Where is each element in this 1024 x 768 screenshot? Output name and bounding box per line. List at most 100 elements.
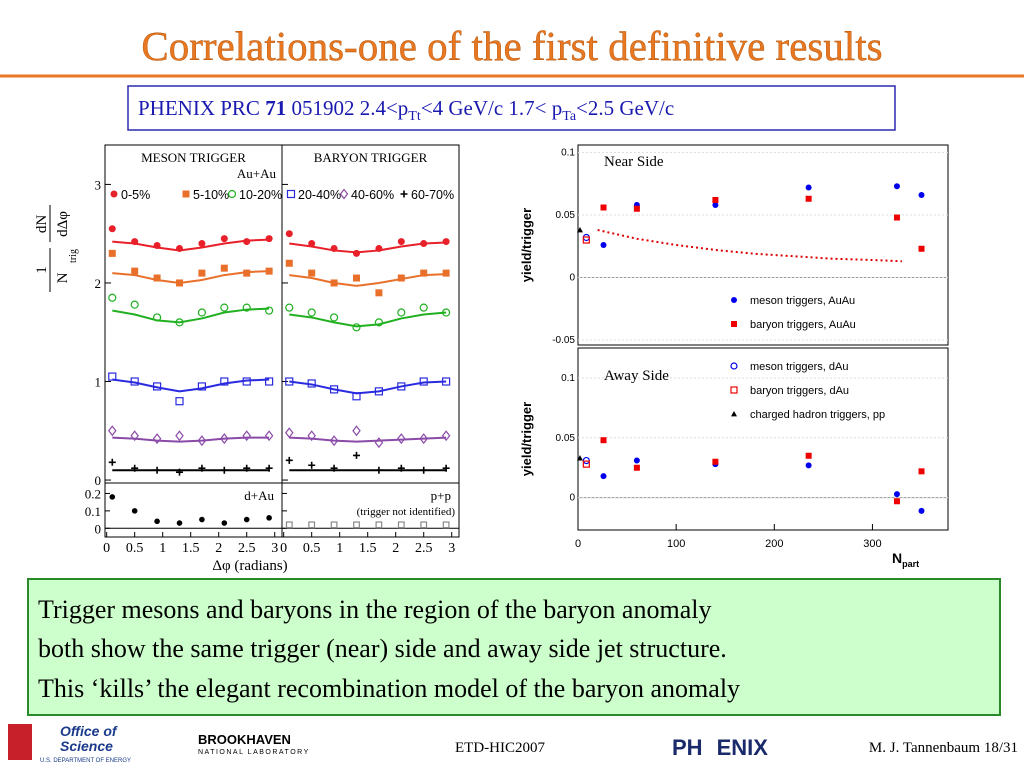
logo-mark <box>8 724 32 760</box>
point <box>576 227 583 233</box>
y-tick-label: -0.05 <box>552 335 575 346</box>
x-tick-label: 100 <box>667 538 685 550</box>
y-tick-label: 0.05 <box>556 433 576 444</box>
x-tick-label: 1 <box>336 541 343 556</box>
point <box>442 269 450 277</box>
legend-marker <box>730 386 738 394</box>
point <box>265 377 274 386</box>
point <box>285 377 294 386</box>
point <box>374 318 384 327</box>
y-tick-label: 0.1 <box>85 504 101 519</box>
y-tick-label: 0.05 <box>556 210 576 221</box>
point <box>242 303 251 312</box>
panel-title: d+Au <box>244 488 274 503</box>
panel-title: p+p <box>431 488 451 503</box>
point <box>266 515 272 521</box>
point <box>805 462 812 469</box>
y-tick-label: 2 <box>95 276 102 291</box>
body-line: Trigger mesons and baryons in the region… <box>38 595 711 624</box>
x-tick-label: 3 <box>271 541 278 556</box>
cite-sub: Ta <box>562 109 577 124</box>
conference: ETD-HIC2007 <box>455 740 545 756</box>
body-line: both show the same trigger (near) side a… <box>38 634 727 663</box>
fit-curve <box>112 307 270 324</box>
point <box>893 183 900 190</box>
x-label-part: N <box>892 550 902 566</box>
x-tick-label: 2 <box>215 541 222 556</box>
point <box>442 464 450 472</box>
citation-box <box>127 85 896 131</box>
point <box>197 435 207 447</box>
legend-label: 5-10% <box>193 188 229 202</box>
x-label: Npart <box>892 550 919 569</box>
legend-label: 0-5% <box>121 188 150 202</box>
x-tick-label: 2.5 <box>238 541 256 556</box>
point <box>242 377 251 386</box>
cite-sub: Tt <box>408 109 421 124</box>
legend-label: 40-60% <box>351 188 394 202</box>
x-tick-label: 1.5 <box>182 541 200 556</box>
point <box>176 520 183 526</box>
legend-marker <box>227 189 237 199</box>
logo-text: PH ENIX <box>672 735 768 760</box>
point <box>633 457 640 464</box>
point <box>109 494 116 500</box>
point <box>307 430 316 442</box>
point <box>197 382 207 391</box>
logo-text: Science <box>60 738 113 754</box>
point <box>352 451 360 459</box>
point <box>893 214 900 221</box>
x-tick-label: 1.5 <box>359 541 377 556</box>
x-tick-label: 300 <box>863 538 881 550</box>
y-tick-label: 0.2 <box>85 486 101 501</box>
x-tick-label: 0 <box>575 538 581 550</box>
legend-label: 10-20% <box>239 188 282 202</box>
point <box>152 382 162 391</box>
point <box>375 244 383 252</box>
point <box>154 518 160 525</box>
legend-marker <box>339 188 349 200</box>
point <box>175 318 184 327</box>
point <box>108 293 117 302</box>
fit-curve <box>112 436 270 443</box>
body-box <box>27 578 1001 716</box>
legend-label: baryon triggers, dAu <box>750 385 849 397</box>
point <box>330 279 338 287</box>
point <box>220 377 229 386</box>
logo-text: Office of <box>60 723 118 739</box>
point <box>265 464 273 472</box>
point <box>442 308 451 317</box>
x-tick-label: 0.5 <box>303 541 321 556</box>
point <box>243 516 250 523</box>
point <box>353 521 360 529</box>
point <box>175 244 183 252</box>
point <box>285 230 293 238</box>
point <box>307 379 316 388</box>
point <box>220 466 228 474</box>
legend-marker <box>731 411 737 417</box>
point <box>329 313 339 322</box>
point <box>330 521 338 529</box>
point <box>600 437 607 444</box>
point <box>265 235 273 243</box>
fit-curve <box>112 238 270 252</box>
logo-text: NATIONAL LABORATORY <box>198 749 310 756</box>
point <box>152 433 162 445</box>
author: M. J. Tannenbaum 18/31 <box>869 740 1018 756</box>
point <box>220 433 229 445</box>
legend-marker <box>731 297 737 303</box>
point <box>712 197 719 203</box>
point <box>918 468 925 475</box>
point <box>152 313 162 322</box>
point <box>420 269 428 277</box>
x-tick-label: 2 <box>392 541 399 556</box>
y-label: yield/trigger <box>519 208 534 282</box>
y-tick-label: 0 <box>569 273 575 284</box>
y-tick-label: 0.1 <box>561 148 575 159</box>
legend-label: meson triggers, AuAu <box>750 295 855 307</box>
point <box>582 236 590 244</box>
point <box>397 274 405 282</box>
point <box>198 269 206 277</box>
point <box>198 240 206 248</box>
point <box>308 521 316 529</box>
